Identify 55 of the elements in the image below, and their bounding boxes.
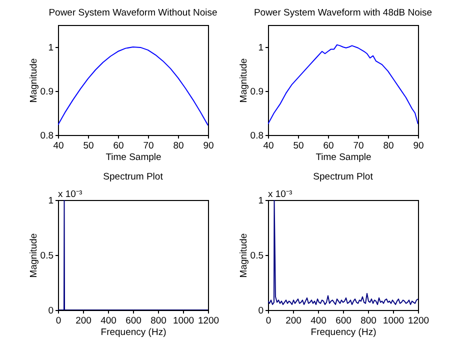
- x-tick-label: 60: [323, 140, 334, 152]
- x-tick-label: 50: [83, 140, 94, 152]
- y-axis-title: Magnitude: [28, 58, 40, 103]
- x-tick-label: 600: [336, 316, 352, 326]
- x-tick-label: 600: [126, 316, 142, 326]
- y-tick-label: 1: [48, 42, 54, 54]
- y-axis-title: Magnitude: [28, 233, 40, 278]
- x-axis-title: Frequency (Hz): [310, 327, 376, 338]
- x-tick-label: 90: [203, 140, 214, 152]
- chart-title: Power System Waveform Without Noise: [48, 8, 218, 18]
- y-tick-label: 0: [48, 306, 54, 316]
- y-tick-label: 0.5: [40, 250, 54, 262]
- x-tick-label: 80: [173, 140, 184, 152]
- chart-title: Power System Waveform with 48dB Noise: [254, 8, 432, 18]
- x-tick-label: 70: [353, 140, 364, 152]
- x-tick-label: 1000: [382, 316, 404, 326]
- x-tick-label: 1200: [408, 316, 430, 326]
- text: x 10⁻³: [268, 189, 292, 200]
- x-tick-label: 60: [113, 140, 124, 152]
- line-series: [268, 200, 418, 305]
- text: x 10⁻³: [58, 189, 82, 200]
- x-tick-label: 40: [53, 140, 64, 152]
- x-tick-label: 0: [56, 316, 62, 326]
- y-tick-label: 1: [258, 42, 264, 54]
- line-series: [268, 44, 418, 124]
- chart-title: Spectrum Plot: [313, 172, 374, 182]
- x-tick-label: 1200: [198, 316, 220, 326]
- y-tick-label: 0: [258, 306, 264, 316]
- x-tick-label: 50: [293, 140, 304, 152]
- y-tick-label: 0.9: [40, 86, 54, 98]
- x-tick-label: 800: [150, 316, 166, 326]
- x-tick-label: 200: [76, 316, 92, 326]
- x-axis-title: Frequency (Hz): [100, 327, 166, 338]
- x-tick-label: 0: [266, 316, 272, 326]
- x-tick-label: 70: [143, 140, 154, 152]
- x-tick-label: 200: [286, 316, 302, 326]
- y-tick-label: 0.9: [250, 86, 264, 98]
- x-axis-title: Time Sample: [106, 152, 162, 163]
- chart-title: Spectrum Plot: [103, 172, 164, 182]
- y-tick-label: 0.5: [250, 250, 264, 262]
- y-tick-label: 0.8: [250, 130, 264, 142]
- x-tick-label: 1000: [172, 316, 194, 326]
- y-axis-title: Magnitude: [238, 233, 250, 278]
- x-tick-label: 800: [360, 316, 376, 326]
- line-series: [58, 46, 208, 126]
- x-tick-label: 40: [263, 140, 274, 152]
- x-axis-title: Time Sample: [316, 152, 372, 163]
- y-tick-label: 1: [258, 196, 264, 206]
- y-tick-label: 1: [48, 196, 54, 206]
- y-tick-label: 0.8: [40, 130, 54, 142]
- x-tick-label: 90: [413, 140, 424, 152]
- x-tick-label: 400: [310, 316, 326, 326]
- x-tick-label: 400: [100, 316, 116, 326]
- y-axis-title: Magnitude: [238, 58, 250, 103]
- x-tick-label: 80: [383, 140, 394, 152]
